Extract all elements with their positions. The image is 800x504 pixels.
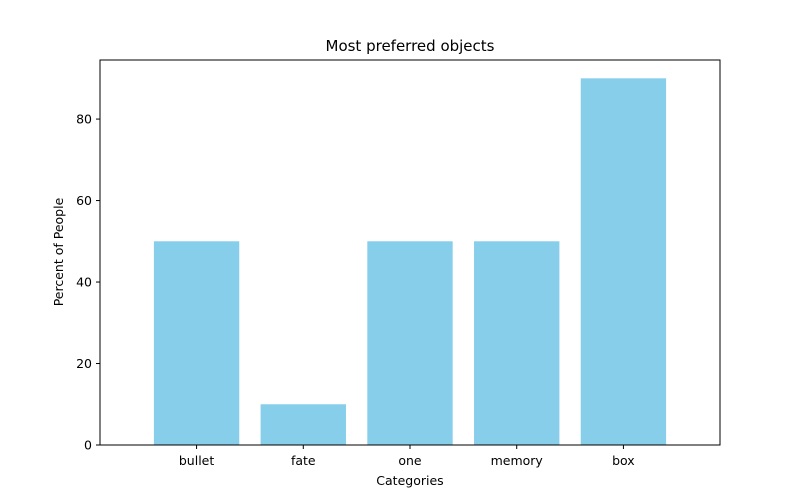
y-tick-label: 0	[84, 438, 92, 453]
bars-layer	[153, 78, 667, 445]
y-tick-label: 80	[76, 112, 92, 127]
bar-fate	[260, 404, 346, 445]
bar-one	[367, 241, 453, 445]
y-axis-label: Percent of People	[51, 197, 66, 306]
bar-box	[580, 78, 667, 445]
x-tick-label: box	[612, 453, 635, 468]
y-axis-ticks: 0 20 40 60 80	[76, 112, 100, 453]
y-tick-label: 40	[76, 275, 92, 290]
x-axis-label: Categories	[376, 473, 443, 488]
x-tick-label: one	[398, 453, 422, 468]
y-tick-label: 60	[76, 193, 92, 208]
chart-title: Most preferred objects	[326, 37, 495, 55]
x-axis-ticks: bullet fate one memory box	[179, 445, 635, 468]
bar-memory	[474, 241, 560, 445]
x-tick-label: bullet	[179, 453, 214, 468]
plot-frame	[99, 59, 721, 446]
x-tick-label: memory	[491, 453, 544, 468]
y-tick-label: 20	[76, 356, 92, 371]
x-tick-label: fate	[291, 453, 316, 468]
bar-bullet	[153, 241, 240, 445]
